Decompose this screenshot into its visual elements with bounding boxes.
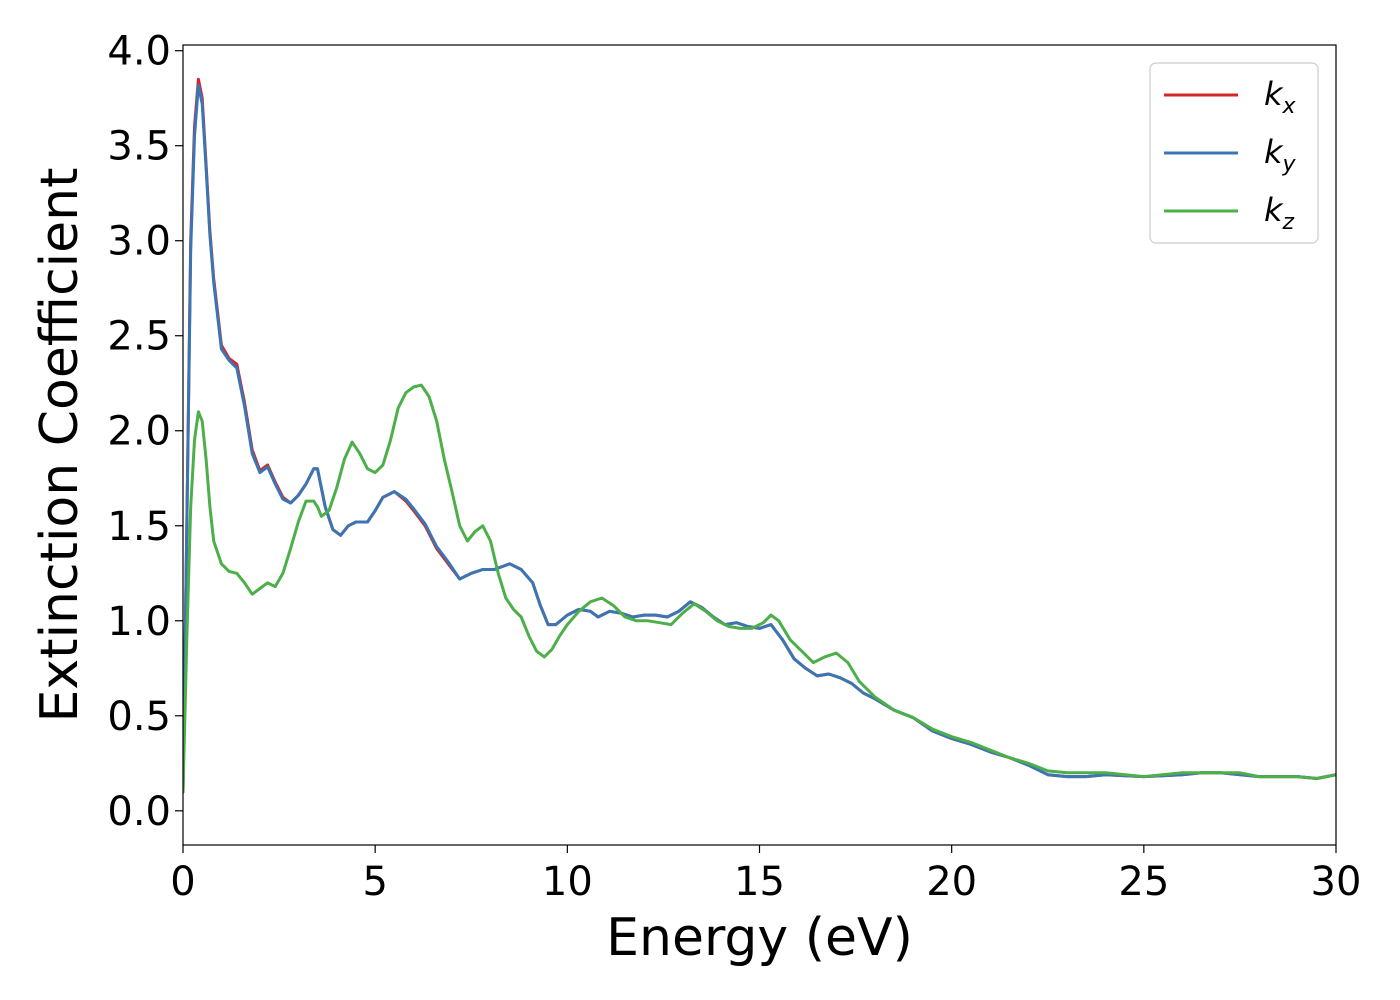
x-tick-label: 15 [734, 859, 785, 905]
x-tick-label: 25 [1118, 859, 1169, 905]
y-tick-label: 1.0 [107, 599, 171, 645]
y-tick-label: 2.0 [107, 409, 171, 455]
x-tick-label: 0 [170, 859, 195, 905]
x-tick-label: 20 [926, 859, 977, 905]
series-line-kz [183, 383, 1336, 794]
y-axis-label: Extinction Coefficient [30, 168, 90, 723]
x-tick-label: 10 [542, 859, 593, 905]
series-layer [183, 77, 1336, 794]
y-tick-label: 0.0 [107, 789, 171, 835]
legend: kx ky kz [1149, 62, 1319, 244]
y-tick-label: 1.5 [107, 504, 171, 550]
y-tick-label: 3.5 [107, 124, 171, 170]
y-tick-label: 2.5 [107, 314, 171, 360]
x-tick-label: 30 [1311, 859, 1362, 905]
x-tick-label: 5 [362, 859, 387, 905]
y-tick-label: 4.0 [107, 29, 171, 75]
legend-label-kz: kz [1264, 191, 1295, 235]
x-axis-label: Energy (eV) [606, 908, 913, 968]
legend-label-kx: kx [1264, 75, 1297, 119]
y-tick-label: 3.0 [107, 219, 171, 265]
legend-label-ky: ky [1264, 133, 1297, 177]
y-tick-label: 0.5 [107, 694, 171, 740]
series-line-ky [183, 83, 1336, 794]
ticks-layer: 0 5 10 15 20 25 30 0.0 0.5 1.0 1.5 2.0 2.5 3.0 3.5 4.0 [107, 29, 1361, 905]
